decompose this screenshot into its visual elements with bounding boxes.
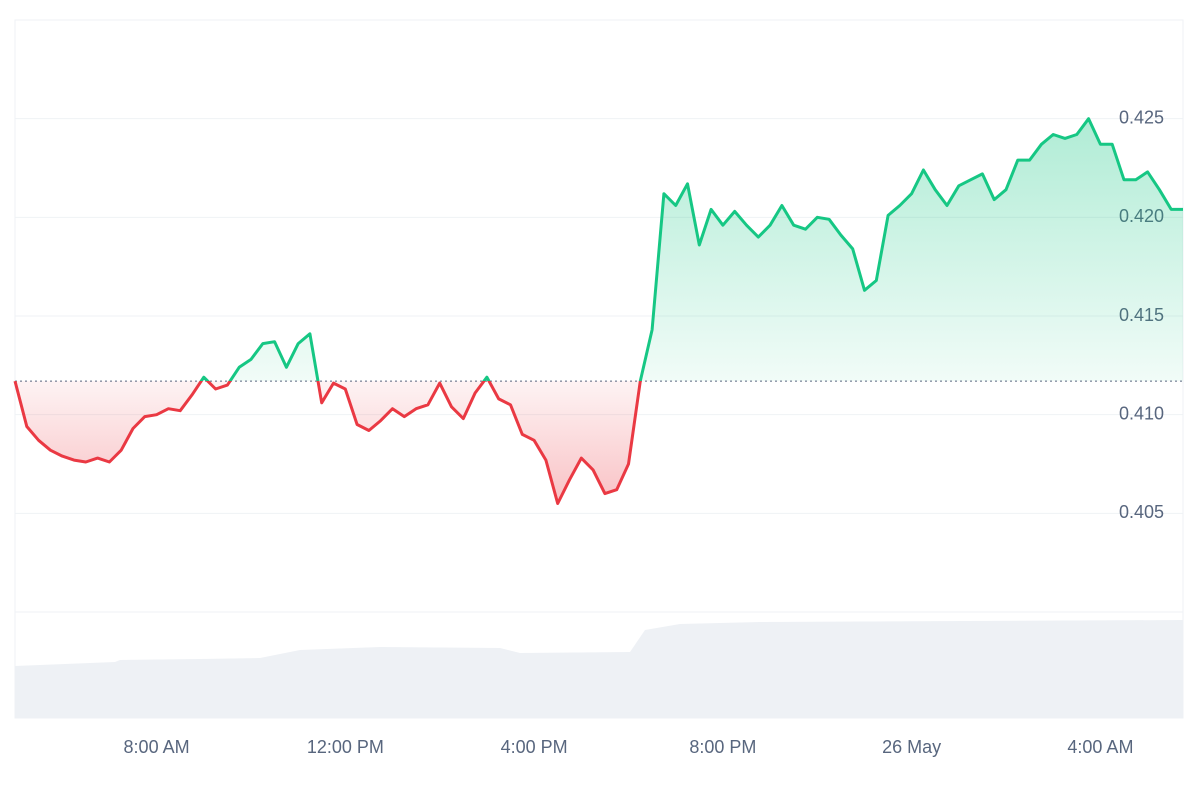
- x-tick-label: 12:00 PM: [307, 737, 384, 757]
- y-tick-label: 0.405: [1119, 502, 1164, 522]
- x-tick-label: 4:00 AM: [1067, 737, 1133, 757]
- x-tick-label: 8:00 AM: [124, 737, 190, 757]
- volume-area: [15, 620, 1183, 718]
- x-tick-label: 8:00 PM: [689, 737, 756, 757]
- y-tick-label: 0.425: [1119, 107, 1164, 127]
- y-tick-label: 0.410: [1119, 403, 1164, 423]
- price-line: [13, 117, 1183, 505]
- x-tick-label: 26 May: [882, 737, 941, 757]
- x-tick-label: 4:00 PM: [501, 737, 568, 757]
